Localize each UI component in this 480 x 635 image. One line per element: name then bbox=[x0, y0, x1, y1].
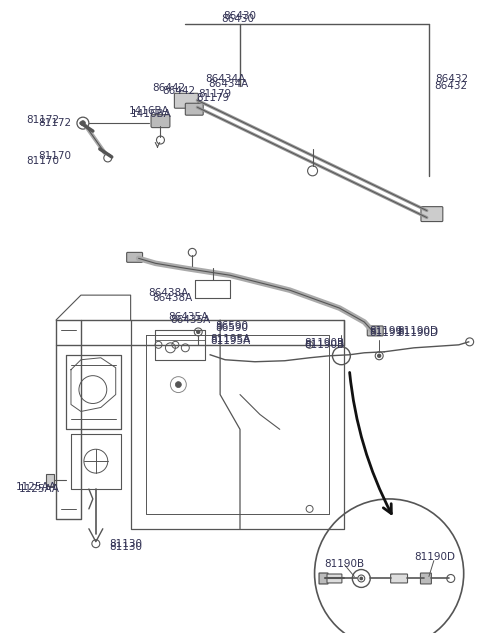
Text: 86442: 86442 bbox=[153, 83, 186, 93]
Text: 86435A: 86435A bbox=[168, 312, 209, 322]
Circle shape bbox=[81, 121, 85, 126]
Circle shape bbox=[197, 330, 200, 333]
Text: 1416BA: 1416BA bbox=[129, 106, 169, 116]
FancyBboxPatch shape bbox=[327, 574, 342, 583]
Text: 86590: 86590 bbox=[215, 321, 248, 331]
Circle shape bbox=[175, 382, 181, 387]
Text: 81190D: 81190D bbox=[397, 326, 438, 336]
Text: 1125AA: 1125AA bbox=[16, 482, 57, 492]
FancyBboxPatch shape bbox=[185, 104, 203, 115]
Text: 86430: 86430 bbox=[224, 11, 256, 21]
FancyBboxPatch shape bbox=[174, 93, 198, 108]
Text: 86434A: 86434A bbox=[205, 74, 245, 84]
Text: 86435A: 86435A bbox=[170, 315, 211, 325]
Text: 86432: 86432 bbox=[435, 74, 468, 84]
Text: 81130: 81130 bbox=[109, 538, 142, 549]
FancyBboxPatch shape bbox=[46, 474, 54, 486]
Text: 81179: 81179 bbox=[198, 90, 231, 99]
Text: 81190B: 81190B bbox=[324, 559, 365, 568]
Text: 81130: 81130 bbox=[109, 542, 142, 552]
Text: 81199: 81199 bbox=[369, 326, 402, 336]
Text: 1416BA: 1416BA bbox=[131, 109, 171, 119]
Text: 86438A: 86438A bbox=[148, 288, 189, 298]
Circle shape bbox=[378, 354, 381, 358]
Text: 81172: 81172 bbox=[26, 115, 60, 125]
Text: 86430: 86430 bbox=[221, 14, 254, 23]
FancyBboxPatch shape bbox=[151, 115, 170, 128]
Text: 86590: 86590 bbox=[215, 323, 248, 333]
Text: 81195A: 81195A bbox=[210, 334, 251, 344]
Text: 81190D: 81190D bbox=[397, 328, 438, 338]
Text: 1125AA: 1125AA bbox=[19, 484, 60, 494]
FancyBboxPatch shape bbox=[391, 574, 408, 583]
Text: 81179: 81179 bbox=[196, 93, 229, 104]
FancyBboxPatch shape bbox=[420, 573, 432, 584]
Text: 81195A: 81195A bbox=[210, 336, 251, 346]
Text: 86442: 86442 bbox=[162, 86, 195, 97]
FancyBboxPatch shape bbox=[127, 252, 143, 262]
Text: 86438A: 86438A bbox=[153, 293, 193, 303]
Text: 81190B: 81190B bbox=[305, 338, 345, 348]
Text: 86434A: 86434A bbox=[208, 79, 249, 90]
FancyBboxPatch shape bbox=[319, 573, 328, 584]
Text: 81170: 81170 bbox=[38, 151, 71, 161]
Text: 81199: 81199 bbox=[369, 328, 402, 338]
FancyBboxPatch shape bbox=[421, 206, 443, 222]
FancyBboxPatch shape bbox=[367, 326, 383, 336]
Text: 81170: 81170 bbox=[26, 156, 59, 166]
Circle shape bbox=[360, 577, 362, 580]
Text: 81190B: 81190B bbox=[305, 340, 345, 350]
Text: 86432: 86432 bbox=[434, 81, 467, 91]
Text: 81190D: 81190D bbox=[414, 552, 455, 561]
Text: 81172: 81172 bbox=[38, 118, 72, 128]
